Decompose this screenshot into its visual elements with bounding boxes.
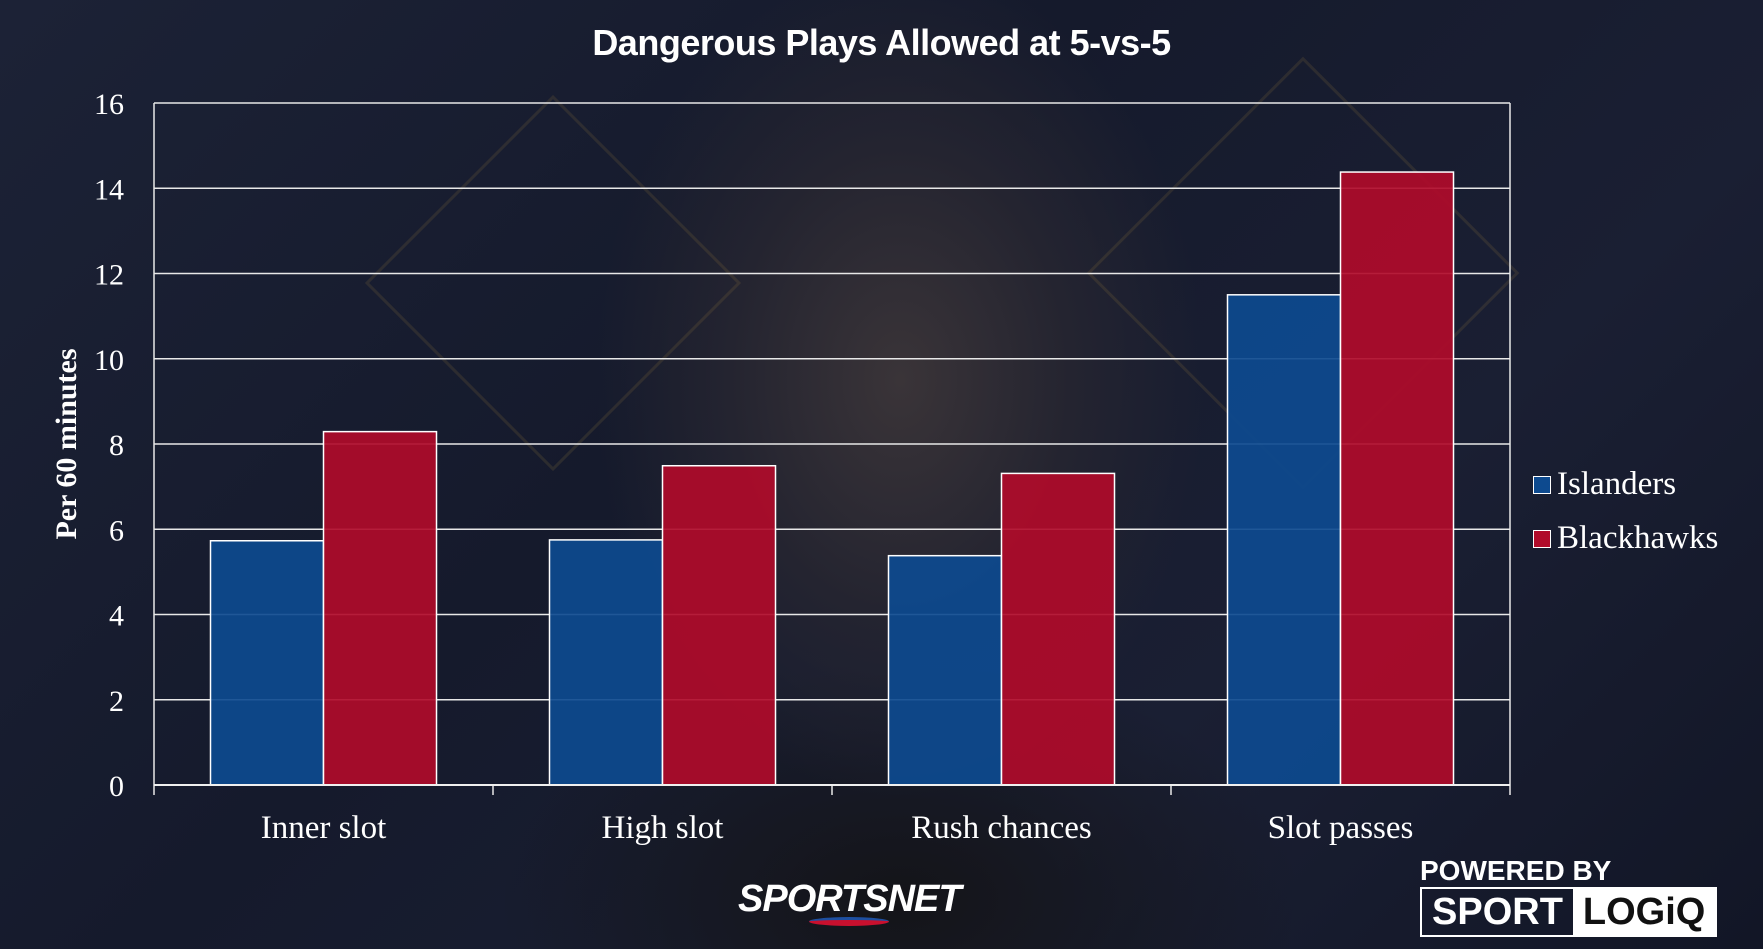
powered-by-label: POWERED BY (1420, 855, 1612, 886)
x-tick-label: High slot (602, 810, 724, 846)
sportlogiq-logo-right: LOGiQ (1572, 889, 1716, 935)
x-tick-label: Slot passes (1268, 810, 1414, 846)
y-tick-label: 6 (109, 514, 124, 547)
legend-label: Blackhawks (1557, 520, 1719, 556)
bar-islanders-slot-passes (1226, 294, 1342, 786)
bar-islanders-rush-chances (887, 554, 1003, 786)
sportsnet-logo-text: SPORTSNET (738, 878, 962, 920)
y-tick-label: 16 (94, 88, 124, 121)
legend-label: Islanders (1557, 466, 1677, 502)
bar-blackhawks-inner-slot (322, 430, 438, 786)
bar-islanders-inner-slot (209, 540, 325, 786)
bar-blackhawks-slot-passes (1339, 171, 1455, 786)
y-tick-label: 0 (109, 770, 124, 803)
y-tick-label: 2 (109, 685, 124, 718)
bar-blackhawks-high-slot (661, 464, 777, 786)
legend-item-islanders: Islanders (1533, 466, 1676, 503)
sportlogiq-logo-left: SPORT (1432, 891, 1563, 933)
bar-blackhawks-rush-chances (1000, 472, 1116, 786)
chart-title: Dangerous Plays Allowed at 5-vs-5 (592, 22, 1171, 63)
legend-item-blackhawks: Blackhawks (1533, 520, 1718, 557)
legend-swatch-blackhawks (1533, 529, 1551, 548)
x-tick-label: Rush chances (911, 810, 1092, 846)
sportsnet-logo: SPORTSNET (738, 878, 962, 926)
sportlogiq-logo: SPORT LOGiQ (1420, 887, 1718, 937)
y-tick-label: 8 (109, 429, 124, 462)
y-tick-label: 4 (109, 600, 124, 633)
legend-swatch-islanders (1533, 475, 1551, 494)
sportsnet-swoosh-icon (809, 917, 890, 926)
y-tick-label: 10 (94, 344, 124, 377)
y-tick-label: 12 (94, 259, 124, 292)
x-tick-label: Inner slot (261, 810, 387, 846)
y-tick-label: 14 (94, 173, 124, 206)
bar-islanders-high-slot (548, 539, 664, 786)
